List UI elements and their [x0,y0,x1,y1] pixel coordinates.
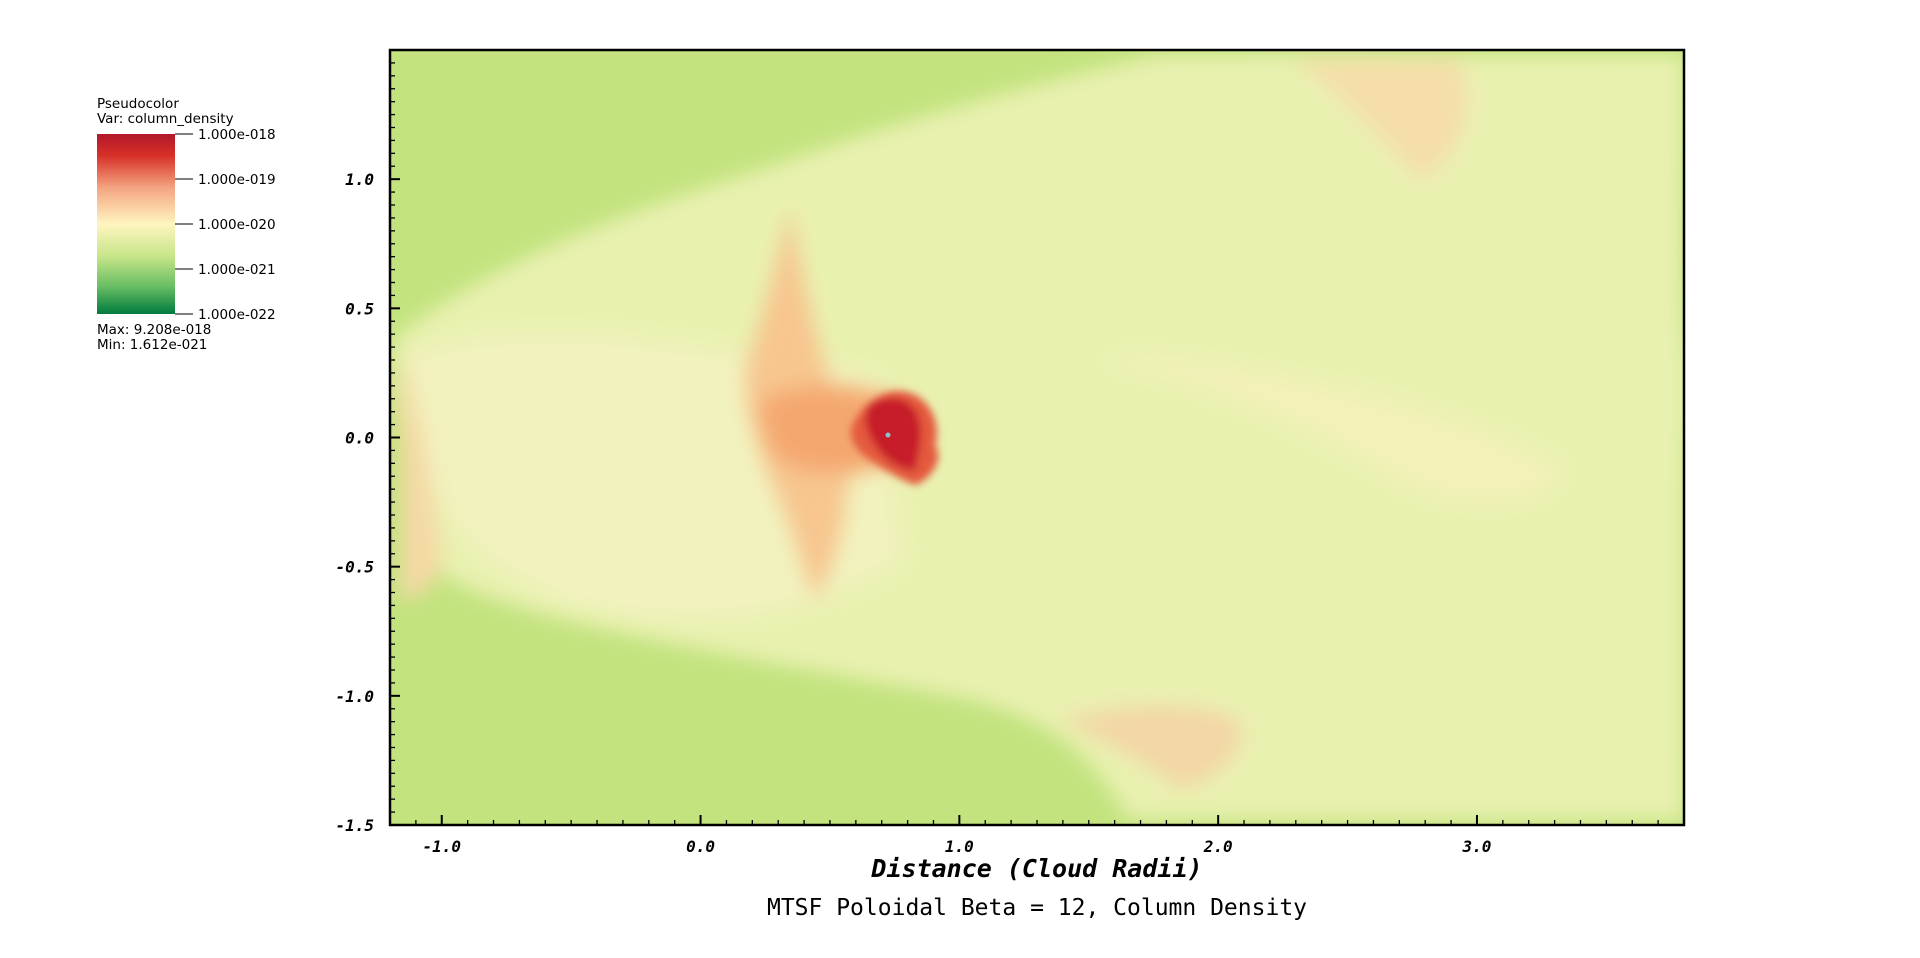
legend-tick-label: 1.000e-018 [198,127,276,143]
legend-tick-label: 1.000e-019 [198,172,276,188]
legend-min: Min: 1.612e-021 [97,337,207,353]
x-tick-label: 3.0 [1462,837,1492,856]
legend-tick-label: 1.000e-022 [198,307,276,323]
peak-marker [885,432,891,438]
plot-title: MTSF Poloidal Beta = 12, Column Density [767,895,1307,921]
x-axis-title: Distance (Cloud Radii) [870,854,1202,883]
y-axis: 1.0 0.5 0.0 -0.5 -1.0 -1.5 [335,170,400,835]
colorbar [97,134,175,314]
colorbar-legend: Pseudocolor Var: column_density 1.000e-0… [97,96,276,353]
y-tick-label: -1.0 [335,687,374,706]
x-tick-label: 0.0 [686,837,715,856]
x-tick-label: 2.0 [1203,837,1233,856]
y-tick-label: -1.5 [335,816,374,835]
legend-tick-label: 1.000e-020 [198,217,276,233]
y-tick-label: -0.5 [335,558,374,577]
y-tick-label: 0.5 [345,299,374,318]
y-tick-label: 1.0 [345,170,374,189]
legend-tick-label: 1.000e-021 [198,262,276,278]
x-tick-label: 1.0 [945,837,974,856]
legend-max: Max: 9.208e-018 [97,322,211,338]
legend-title: Pseudocolor [97,96,179,112]
x-tick-label: -1.0 [422,837,461,856]
pseudocolor-field [390,50,1684,825]
y-tick-label: 0.0 [345,429,374,448]
legend-variable: Var: column_density [97,111,234,127]
x-axis: -1.0 0.0 1.0 2.0 3.0 [422,815,1491,856]
